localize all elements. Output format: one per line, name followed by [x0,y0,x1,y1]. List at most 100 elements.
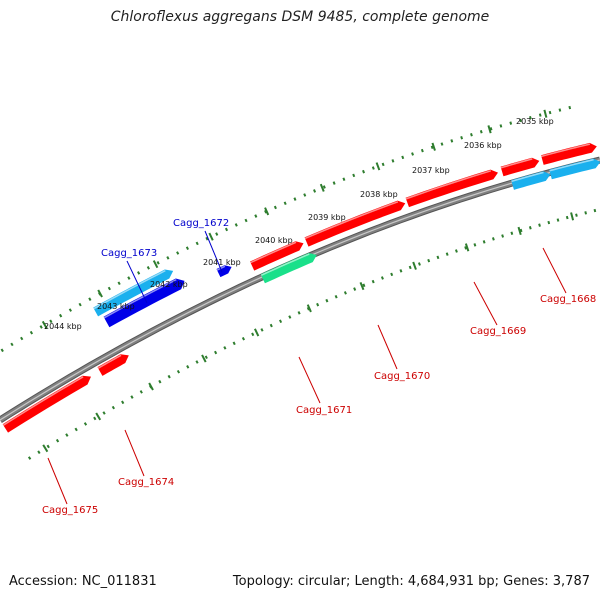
leader-line [204,230,223,273]
cyan-feature-2 [511,171,551,190]
cyan-feature-1-highlight [93,269,166,310]
inner-tick [297,311,301,315]
cyan-feature-3-highlight [549,158,594,172]
teal-feature [260,252,317,284]
gene-arrow-cagg-1673 [103,278,185,328]
inner-tick [343,291,347,295]
inner-tick [93,416,97,421]
outer-tick [20,336,24,341]
outer-tick [313,189,317,193]
inner-tick [279,319,283,324]
gene-arrow-cagg-1670 [304,200,406,247]
inner-tick [65,433,69,437]
outer-tick [371,166,375,170]
gene-label: Cagg_1671 [296,405,352,416]
inner-tick [269,323,273,328]
inner-tick [139,390,143,394]
outer-tick [29,330,34,335]
gene-arrow-cagg-1668-fwd [500,157,540,177]
gene-arrow-cagg-1674-highlight [97,354,122,369]
inner-tick [102,411,106,415]
outer-tick [479,130,483,134]
tick-label: 2043 kbp [97,302,135,311]
gene-arrow-cagg-1668-fwd-highlight [500,158,533,169]
tick-label: 2036 kbp [464,141,502,150]
inner-tick-major [517,226,522,236]
inner-tick [260,328,264,332]
inner-tick [445,252,449,256]
inner-tick [417,262,421,266]
inner-tick [232,341,236,346]
outer-tick [411,152,414,156]
outer-tick-major [431,142,436,151]
outer-tick [185,246,189,250]
cyan-feature-2-highlight [511,171,544,183]
inner-tick [362,283,366,288]
outer-tick [59,313,63,318]
leader-line [473,281,498,326]
outer-tick-major [375,162,381,171]
inner-tick [491,237,495,241]
inner-tick [399,269,403,273]
gene-arrow-cagg-1671-highlight [250,241,297,264]
inner-tick [27,456,32,460]
outer-tick-major [152,260,159,269]
outer-tick [273,205,277,210]
backbone-line [0,157,600,423]
outer-tick [450,139,454,143]
tick-label: 2038 kbp [360,190,398,199]
outer-tick [205,236,209,241]
inner-tick [547,220,551,225]
inner-tick [158,379,162,384]
inner-tick [565,215,569,220]
inner-tick [380,276,384,280]
outer-tick [519,118,522,123]
inner-tick [454,249,458,253]
backbone [0,156,600,423]
inner-tick [519,228,523,233]
inner-tick [111,405,115,410]
outer-tick [117,281,121,286]
outer-tick [39,325,43,329]
outer-tick [0,348,4,353]
inner-tick [528,226,532,230]
inner-tick [74,427,78,432]
inner-tick [223,346,227,350]
leader-line [47,457,68,505]
inner-tick [83,422,88,426]
outer-tick-major [41,320,48,329]
gene-label: Cagg_1675 [42,505,98,516]
tick-label: 2041 kbp [203,258,241,267]
outer-tick-major [264,207,270,216]
tick-label: 2042 kbp [150,280,188,289]
outer-tick [568,105,572,110]
inner-tick [436,255,440,260]
inner-tick [167,374,171,379]
inner-tick [482,240,486,244]
teal-feature-highlight [260,253,310,276]
outer-tick [548,110,552,115]
outer-tick [529,115,532,120]
map-title: Chloroflexus aggregans DSM 9485, complet… [110,9,490,25]
outer-tick [78,302,82,307]
inner-tick [371,279,375,284]
inner-tick [288,315,292,319]
inner-tick [195,360,199,364]
gene-arrow-cagg-1674 [97,354,129,376]
outer-tick [460,136,464,140]
gene-arrow-cagg-1668-fwd2-highlight [541,143,591,158]
inner-tick [121,400,125,405]
gene-arrow-cagg-1671 [250,241,304,271]
inner-tick [316,302,320,307]
inner-tick [575,213,578,217]
outer-tick [49,319,53,324]
tick-label: 2035 kbp [516,117,554,126]
inner-tick [510,231,514,235]
outer-tick [538,113,542,117]
gene-label: Cagg_1673 [101,248,157,259]
outer-tick [430,145,434,150]
inner-tick [473,243,477,247]
gene-label: Cagg_1672 [173,218,229,229]
outer-tick [224,227,229,232]
outer-tick [470,132,473,137]
